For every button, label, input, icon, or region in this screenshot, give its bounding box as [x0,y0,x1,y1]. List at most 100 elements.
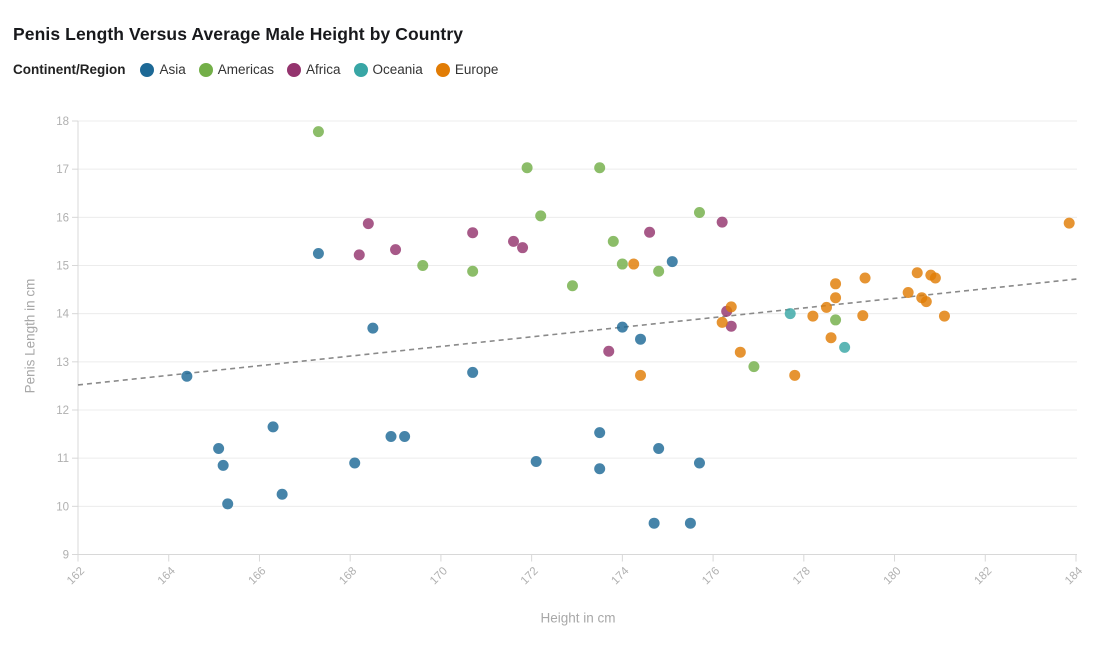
point-asia[interactable] [666,256,678,268]
point-asia[interactable] [648,517,660,529]
point-asia[interactable] [467,366,479,378]
point-europe[interactable] [859,272,871,284]
point-africa[interactable] [507,235,519,247]
point-asia[interactable] [635,333,647,345]
point-africa[interactable] [644,226,656,238]
point-africa[interactable] [716,216,728,228]
point-europe[interactable] [821,301,832,313]
point-oceania[interactable] [839,341,851,353]
y-tick-label: 18 [56,116,69,128]
legend-label-europe: Europe [454,62,499,77]
y-tick-label: 16 [56,212,69,224]
point-asia[interactable] [616,321,628,333]
point-africa[interactable] [362,218,374,230]
point-asia[interactable] [399,430,411,442]
point-africa[interactable] [467,227,479,239]
x-tick-label: 170 [428,565,450,587]
legend-item-americas: Americas [198,62,275,77]
point-americas[interactable] [417,260,429,271]
x-tick-label: 184 [1063,565,1085,587]
point-americas[interactable] [693,207,705,219]
point-africa[interactable] [353,249,365,261]
legend-title: Continent/Region [13,62,126,77]
point-europe[interactable] [628,258,640,270]
legend-item-asia: Asia [140,62,186,77]
point-americas[interactable] [748,361,760,373]
point-europe[interactable] [911,267,923,279]
point-europe[interactable] [789,369,801,381]
y-tick-label: 14 [56,309,69,321]
point-europe[interactable] [725,301,737,313]
trend-line [77,278,1078,386]
point-americas[interactable] [607,235,619,247]
point-europe[interactable] [902,286,914,298]
y-tick-label: 15 [56,261,69,273]
point-europe[interactable] [929,272,941,284]
point-asia[interactable] [349,457,361,469]
legend-label-americas: Americas [217,62,275,77]
point-europe[interactable] [857,310,869,322]
point-europe[interactable] [938,310,950,322]
chart-title: Penis Length Versus Average Male Height … [13,24,464,44]
legend: Continent/Region Asia Americas Africa Oc… [13,62,498,77]
x-axis-title: Height in cm [540,610,616,626]
point-europe[interactable] [1063,217,1075,229]
x-tick-label: 164 [156,565,178,587]
point-europe[interactable] [830,278,842,290]
y-tick-label: 17 [56,164,69,176]
y-tick-label: 11 [57,453,69,465]
point-americas[interactable] [653,265,665,277]
point-africa[interactable] [603,345,615,357]
point-asia[interactable] [684,517,696,529]
point-asia[interactable] [367,322,379,334]
legend-label-asia: Asia [159,62,186,77]
y-tick-label: 9 [63,550,69,562]
point-asia[interactable] [267,421,279,433]
point-europe[interactable] [807,310,819,322]
x-tick-label: 180 [882,565,904,587]
point-americas[interactable] [594,162,606,174]
legend-dot-asia [140,62,155,77]
point-europe[interactable] [716,316,728,328]
point-americas[interactable] [616,258,628,270]
x-tick-label: 166 [247,565,269,587]
point-americas[interactable] [521,162,533,174]
point-asia[interactable] [594,463,606,475]
point-africa[interactable] [725,320,737,332]
point-asia[interactable] [385,430,397,442]
legend-item-oceania: Oceania [353,62,423,77]
point-asia[interactable] [594,427,606,439]
point-americas[interactable] [566,280,578,292]
point-asia[interactable] [530,456,542,468]
point-asia[interactable] [693,457,705,469]
point-americas[interactable] [830,314,842,326]
legend-item-europe: Europe [435,62,499,77]
x-tick-label: 176 [700,565,722,587]
point-europe[interactable] [830,292,842,304]
point-americas[interactable] [535,210,547,222]
point-europe[interactable] [825,332,837,344]
point-asia[interactable] [276,488,288,500]
legend-label-oceania: Oceania [372,62,423,77]
point-asia[interactable] [217,459,229,471]
point-americas[interactable] [467,265,479,277]
legend-item-africa: Africa [287,62,341,77]
point-asia[interactable] [222,498,234,510]
point-asia[interactable] [213,443,225,455]
point-europe[interactable] [734,346,746,358]
point-asia[interactable] [653,443,665,455]
point-asia[interactable] [312,247,324,259]
x-tick-label: 178 [791,565,813,587]
y-tick-label: 13 [56,357,69,369]
point-oceania[interactable] [784,308,796,320]
y-tick-label: 12 [56,405,69,417]
point-europe[interactable] [635,369,647,381]
legend-dot-oceania [353,62,368,77]
x-tick-label: 174 [609,565,631,587]
point-africa[interactable] [517,242,529,254]
point-europe[interactable] [920,296,932,308]
point-asia[interactable] [181,370,193,382]
point-americas[interactable] [312,126,324,138]
point-africa[interactable] [390,244,402,256]
